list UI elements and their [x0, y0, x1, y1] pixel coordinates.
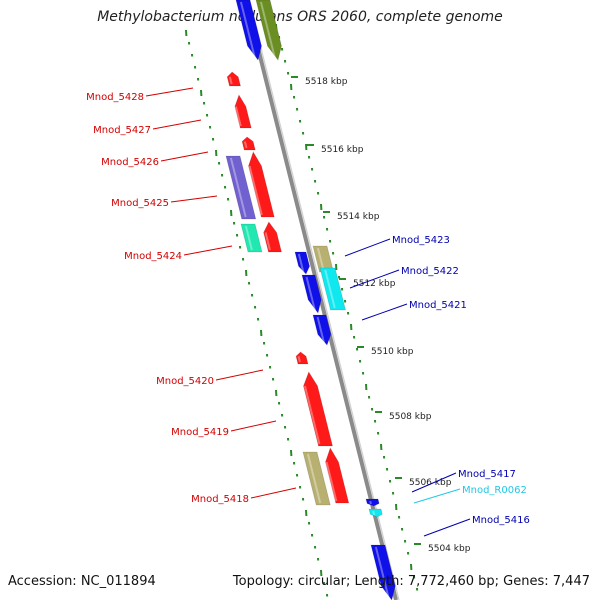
topology-text: Topology: circular; Length: 7,772,460 bp…: [232, 574, 590, 589]
gene-mnod-5423-shine: [297, 253, 305, 273]
gene-label-right: Mnod_5422: [401, 266, 459, 277]
gene-mnod-5426-shine: [243, 141, 248, 149]
kbp-marker-label: 5516 kbp: [321, 145, 364, 155]
leader-line-left: [160, 151, 209, 162]
gene-mnod-5425-shine: [229, 157, 247, 218]
gene-mnod-5427: [234, 94, 252, 129]
kbp-marker-label: 5508 kbp: [389, 412, 432, 422]
gene-mnod-5425: [225, 155, 257, 220]
leader-line-right: [423, 518, 471, 537]
leader-line-left: [250, 487, 297, 499]
gene-top-olive-shine: [259, 1, 276, 59]
gene-label-right: Mnod_5416: [472, 515, 530, 526]
gene-label-left: Mnod_5424: [124, 251, 182, 262]
gene-mnod-5419-shine: [303, 385, 321, 445]
gene-layer: [225, 0, 396, 600]
leader-line-left: [152, 119, 202, 130]
accession-text: Accession: NC_011894: [8, 574, 156, 589]
kbp-marker-label: 5512 kbp: [353, 279, 396, 289]
leader-line-left: [170, 195, 218, 203]
gene-mnod-5423: [294, 251, 310, 275]
gene-mnod-5422-shine: [305, 276, 317, 312]
gene-mnod-5426b-shine: [248, 165, 263, 216]
leader-line-left: [230, 420, 277, 432]
gene-top-blue-shine: [239, 1, 256, 59]
gene-mnod-5424b: [263, 221, 283, 253]
gene-mnod-5426: [241, 136, 256, 151]
leader-line-right: [349, 269, 400, 289]
kbp-marker-label: 5504 kbp: [428, 544, 471, 554]
gene-mnod-r0062-shine: [372, 510, 376, 516]
gene-mnod-5427-shine: [234, 106, 242, 127]
tick-layer: [185, 23, 421, 597]
gene-mnod-5424: [240, 223, 263, 253]
gene-mnod-5417: [365, 498, 380, 507]
leader-line-right: [413, 488, 461, 504]
gene-mnod-5416: [370, 544, 396, 600]
gene-mnod-5421-shine: [316, 316, 326, 344]
gene-mnod-5422-cyan: [319, 267, 347, 311]
gene-mnod-5424-shine: [244, 225, 253, 251]
gene-mnod-5421: [312, 314, 332, 346]
gene-mnod-5424b-shine: [264, 232, 271, 251]
gene-mnod-5420-shine: [297, 355, 301, 363]
gene-mnod-5422: [301, 274, 322, 314]
gene-label-right: Mnod_5421: [409, 300, 467, 311]
gene-mnod-5418-olive-shine: [306, 453, 322, 504]
gene-mnod-5419: [303, 371, 334, 447]
gene-mnod-5428: [226, 71, 242, 87]
gene-label-right: Mnod_R0062: [462, 485, 527, 496]
gene-label-left: Mnod_5427: [93, 125, 151, 136]
gene-label-left: Mnod_5419: [171, 427, 229, 438]
kbp-marker-label: 5510 kbp: [371, 347, 414, 357]
gene-label-left: Mnod_5425: [111, 198, 169, 209]
leader-line-left: [183, 245, 233, 256]
gene-mnod-5423-olive-shine: [316, 247, 325, 271]
leader-line-right: [344, 238, 391, 257]
gene-mnod-5418: [325, 447, 350, 504]
leader-line-left: [215, 369, 264, 381]
leader-line-right: [361, 303, 408, 321]
gene-mnod-5426b: [248, 151, 275, 218]
kbp-marker-label: 5518 kbp: [305, 77, 348, 87]
gene-top-olive: [255, 0, 282, 61]
kbp-marker-label: 5514 kbp: [337, 212, 380, 222]
gene-label-left: Mnod_5418: [191, 494, 249, 505]
gene-mnod-5420: [295, 351, 309, 365]
gene-mnod-5428-shine: [228, 76, 233, 85]
gene-mnod-5417-shine: [369, 500, 372, 505]
gene-label-right: Mnod_5417: [458, 469, 516, 480]
leader-line-right: [411, 472, 457, 493]
label-layer: 5518 kbp 5516 kbp 5514 kbp 5512 kbp 5510 kbp…: [86, 77, 530, 554]
map-title: Methylobacterium nodulans ORS 2060, comp…: [97, 9, 503, 25]
gene-mnod-5416-shine: [374, 546, 390, 599]
gene-label-left: Mnod_5426: [101, 157, 159, 168]
gene-top-blue: [235, 0, 262, 61]
gene-label-left: Mnod_5420: [156, 376, 214, 387]
kbp-marker-label: 5506 kbp: [409, 478, 452, 488]
gene-label-left: Mnod_5428: [86, 92, 144, 103]
gene-mnod-r0062: [368, 508, 383, 518]
gene-mnod-5418-olive: [302, 451, 331, 506]
gene-mnod-5418-shine: [325, 461, 338, 502]
gene-mnod-5422-cyan-shine: [324, 269, 336, 309]
gene-label-right: Mnod_5423: [392, 235, 450, 246]
leader-line-left: [145, 87, 194, 97]
